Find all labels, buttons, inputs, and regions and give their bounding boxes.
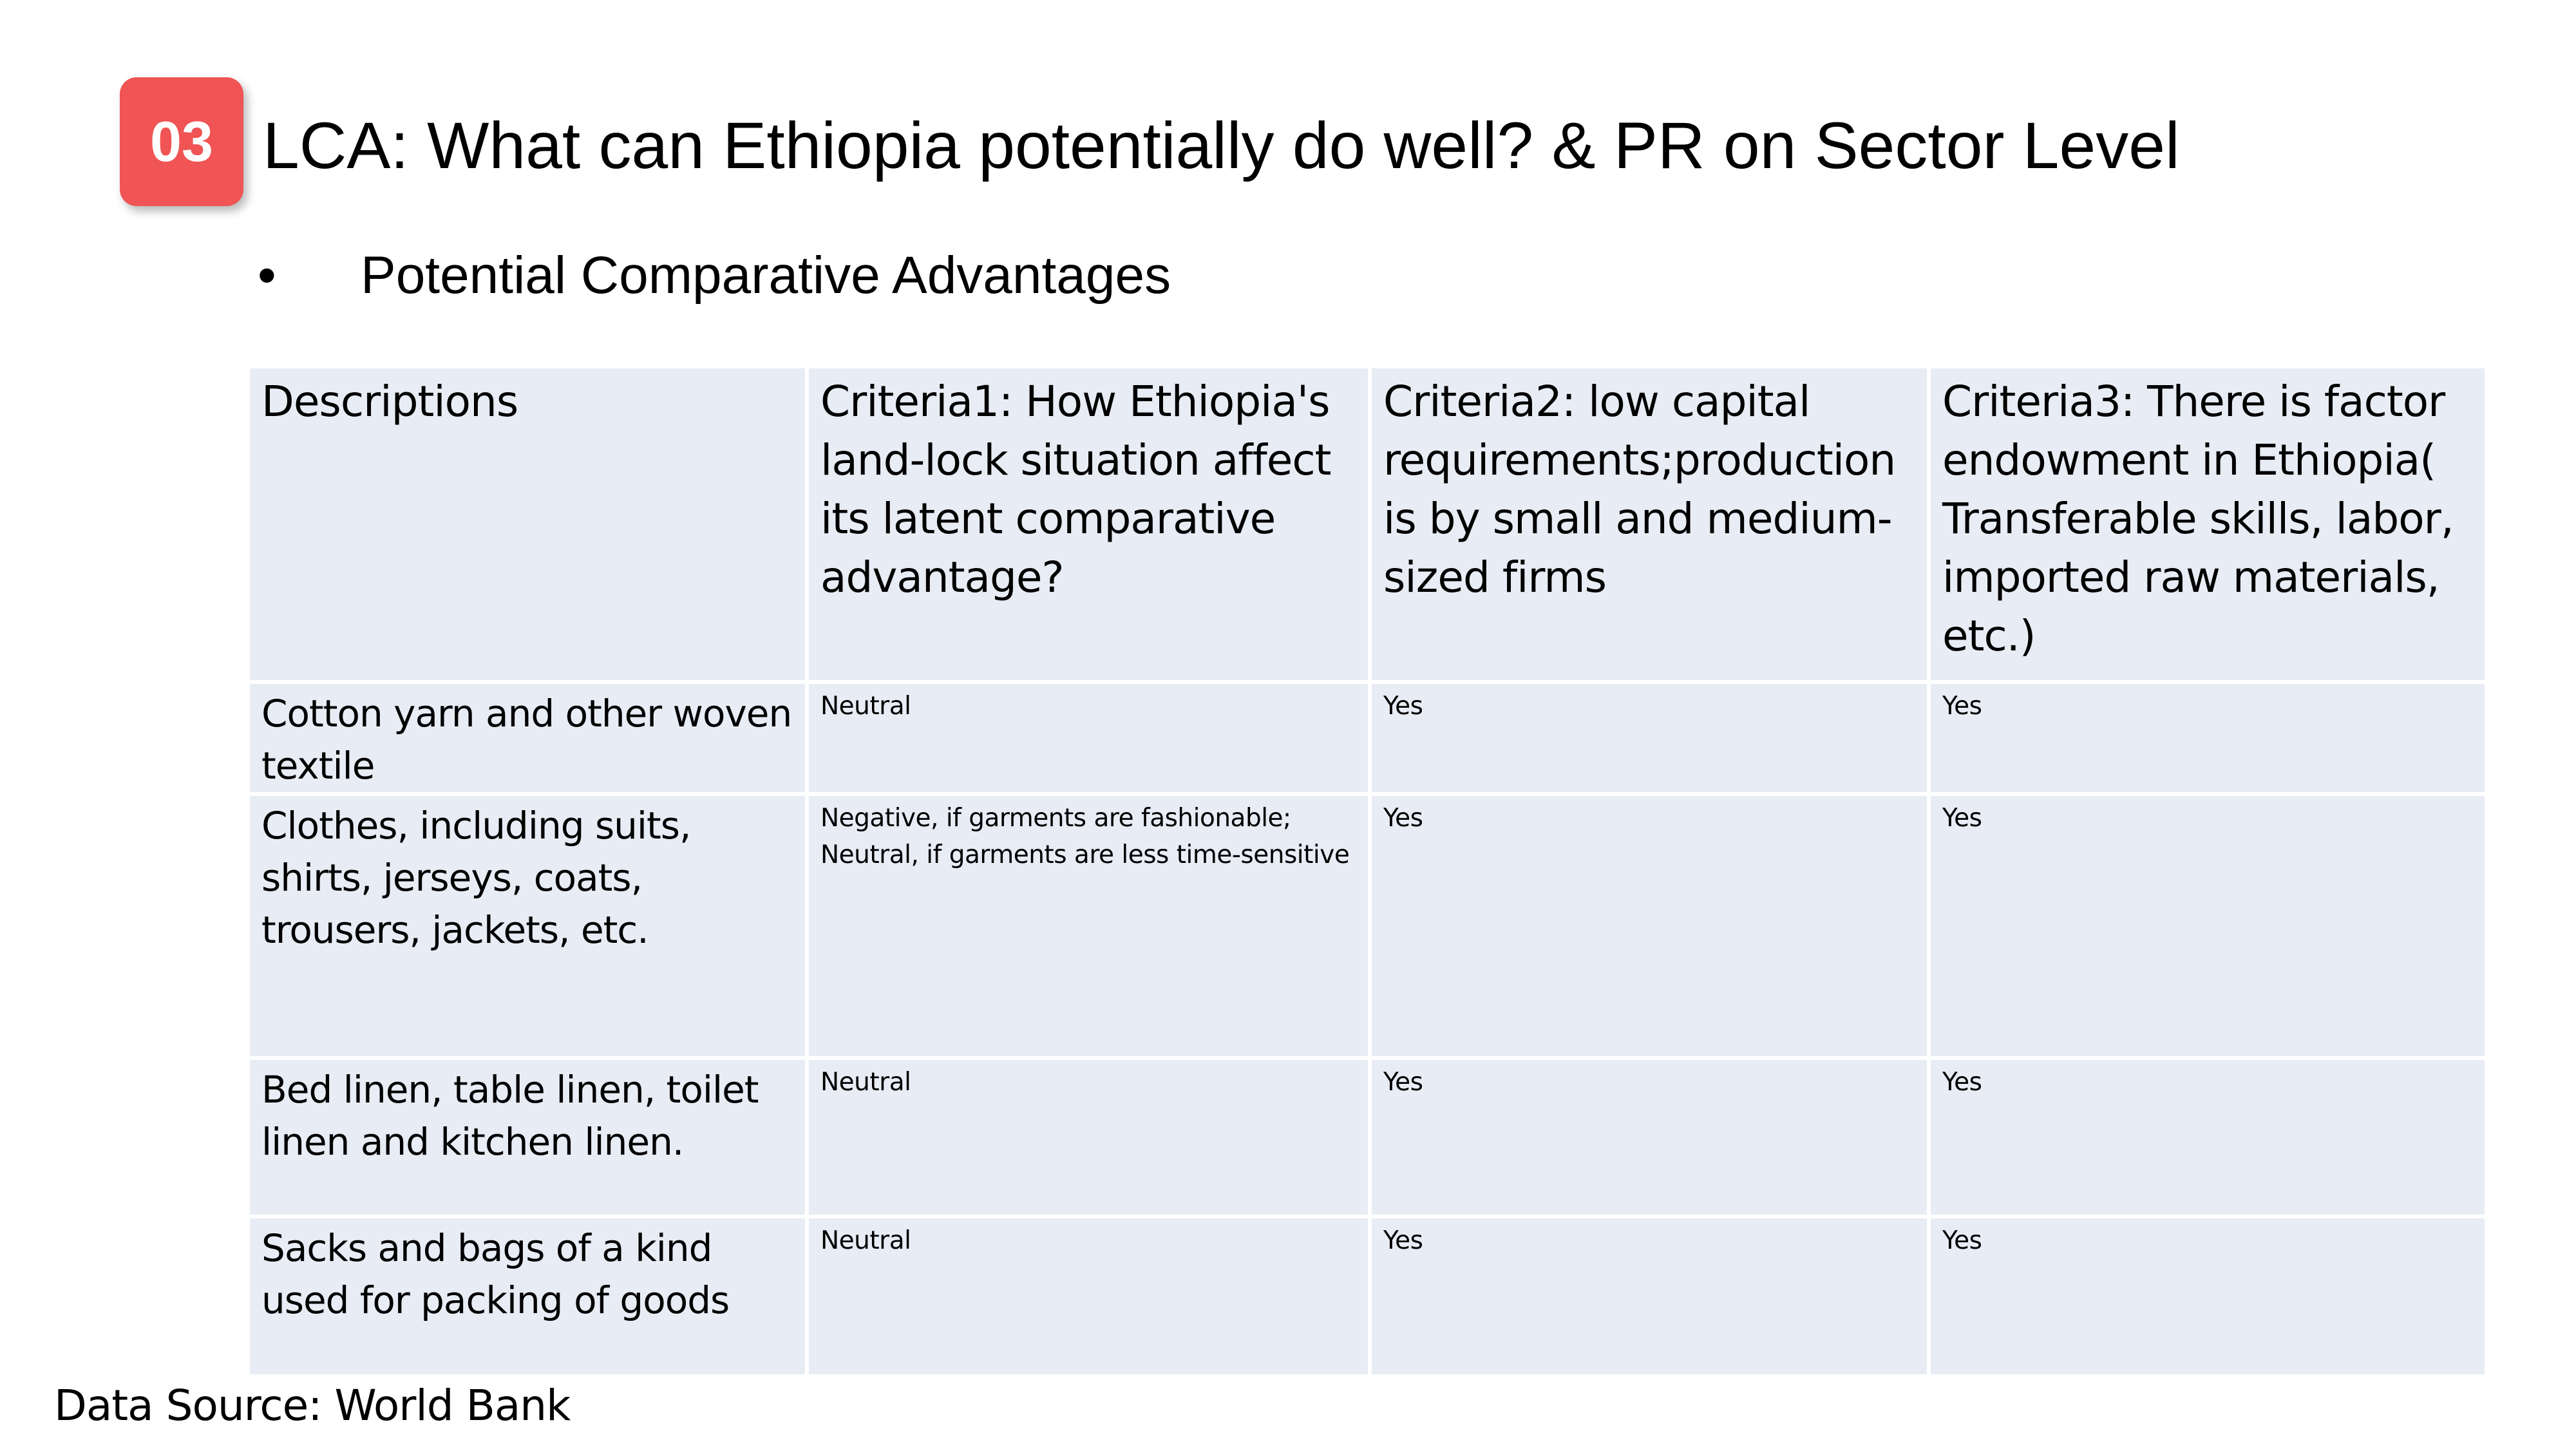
header-criteria3: Criteria3: There is factor endowment in … bbox=[1927, 365, 2488, 684]
bullet-text: Potential Comparative Advantages bbox=[361, 246, 1171, 305]
slide-title: LCA: What can Ethiopia potentially do we… bbox=[263, 109, 2180, 182]
section-number: 03 bbox=[150, 109, 213, 173]
row-criteria2: Yes bbox=[1368, 792, 1931, 1060]
row-description: Cotton yarn and other woven textile bbox=[246, 680, 809, 796]
bullet-icon: • bbox=[258, 246, 276, 305]
row-criteria1: Neutral bbox=[805, 1056, 1372, 1218]
row-criteria2: Yes bbox=[1368, 1215, 1931, 1378]
row-criteria1: Neutral bbox=[805, 1215, 1372, 1378]
row-criteria2: Yes bbox=[1368, 680, 1931, 796]
header-criteria2: Criteria2: low capital requirements;prod… bbox=[1368, 365, 1931, 684]
row-criteria3: Yes bbox=[1927, 1215, 2488, 1378]
table-row: Cotton yarn and other woven textile Neut… bbox=[246, 680, 2488, 796]
row-description: Bed linen, table linen, toilet linen and… bbox=[246, 1056, 809, 1218]
comparative-advantages-table: Descriptions Criteria1: How Ethiopia's l… bbox=[246, 365, 2488, 1378]
table-header-row: Descriptions Criteria1: How Ethiopia's l… bbox=[246, 365, 2488, 684]
table-row: Clothes, including suits, shirts, jersey… bbox=[246, 792, 2488, 1060]
row-criteria1: Neutral bbox=[805, 680, 1372, 796]
row-criteria3: Yes bbox=[1927, 792, 2488, 1060]
header-criteria1: Criteria1: How Ethiopia's land-lock situ… bbox=[805, 365, 1372, 684]
table-row: Sacks and bags of a kind used for packin… bbox=[246, 1215, 2488, 1378]
row-description: Sacks and bags of a kind used for packin… bbox=[246, 1215, 809, 1378]
row-criteria1: Negative, if garments are fashionable; N… bbox=[805, 792, 1372, 1060]
criteria1-line-2: Neutral, if garments are less time-sensi… bbox=[820, 840, 1350, 869]
data-source-note: Data Source: World Bank bbox=[54, 1381, 571, 1430]
row-criteria3: Yes bbox=[1927, 680, 2488, 796]
row-description: Clothes, including suits, shirts, jersey… bbox=[246, 792, 809, 1060]
row-criteria3: Yes bbox=[1927, 1056, 2488, 1218]
criteria-table: Descriptions Criteria1: How Ethiopia's l… bbox=[246, 365, 2488, 1378]
table-row: Bed linen, table linen, toilet linen and… bbox=[246, 1056, 2488, 1218]
section-number-badge: 03 bbox=[120, 77, 243, 206]
header-descriptions: Descriptions bbox=[246, 365, 809, 684]
row-criteria2: Yes bbox=[1368, 1056, 1931, 1218]
criteria1-line-1: Negative, if garments are fashionable; bbox=[820, 804, 1291, 833]
